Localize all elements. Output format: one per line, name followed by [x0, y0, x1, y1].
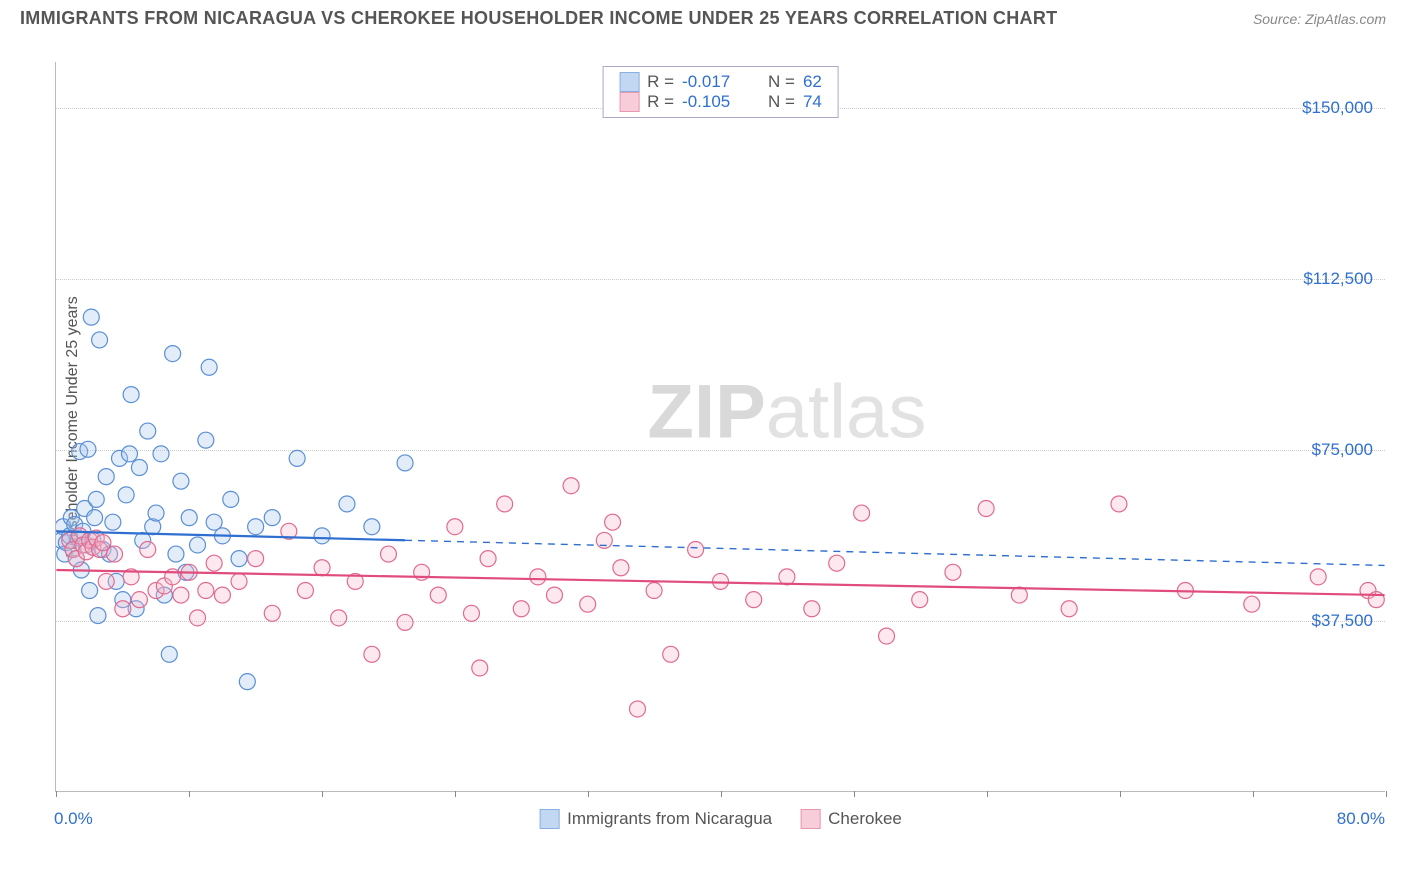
n-label: N =	[768, 72, 795, 92]
trend-line-nicaragua	[56, 531, 405, 540]
x-axis-max-label: 80.0%	[1337, 809, 1385, 829]
x-tick	[1253, 791, 1254, 797]
x-tick	[1386, 791, 1387, 797]
legend-label-nicaragua: Immigrants from Nicaragua	[567, 809, 772, 829]
x-tick	[588, 791, 589, 797]
x-tick	[1120, 791, 1121, 797]
plot-region: ZIPatlas R = -0.017 N = 62 R = -0.105 N …	[55, 62, 1385, 792]
x-tick	[854, 791, 855, 797]
chart-area: Householder Income Under 25 years ZIPatl…	[55, 62, 1385, 792]
legend-item-cherokee: Cherokee	[800, 809, 902, 829]
correlation-legend: R = -0.017 N = 62 R = -0.105 N = 74	[602, 66, 839, 118]
r-label: R =	[647, 72, 674, 92]
legend-label-cherokee: Cherokee	[828, 809, 902, 829]
legend-row-cherokee: R = -0.105 N = 74	[619, 92, 822, 112]
n-value-cherokee: 74	[803, 92, 822, 112]
trend-lines-layer	[56, 62, 1385, 791]
legend-item-nicaragua: Immigrants from Nicaragua	[539, 809, 772, 829]
trend-line-cherokee	[56, 570, 1384, 595]
chart-title: IMMIGRANTS FROM NICARAGUA VS CHEROKEE HO…	[20, 8, 1057, 29]
r-value-nicaragua: -0.017	[682, 72, 744, 92]
x-tick	[56, 791, 57, 797]
legend-row-nicaragua: R = -0.017 N = 62	[619, 72, 822, 92]
r-label: R =	[647, 92, 674, 112]
source-attribution: Source: ZipAtlas.com	[1253, 11, 1386, 27]
series-legend: Immigrants from Nicaragua Cherokee	[539, 809, 902, 829]
legend-swatch-nicaragua	[539, 809, 559, 829]
r-value-cherokee: -0.105	[682, 92, 744, 112]
n-value-nicaragua: 62	[803, 72, 822, 92]
legend-swatch-cherokee	[800, 809, 820, 829]
chart-header: IMMIGRANTS FROM NICARAGUA VS CHEROKEE HO…	[0, 0, 1406, 39]
x-tick	[322, 791, 323, 797]
x-axis-min-label: 0.0%	[54, 809, 93, 829]
source-name: ZipAtlas.com	[1305, 11, 1386, 27]
x-tick	[987, 791, 988, 797]
trend-line-extrapolated-nicaragua	[405, 540, 1385, 565]
legend-swatch-nicaragua	[619, 72, 639, 92]
n-label: N =	[768, 92, 795, 112]
x-tick	[721, 791, 722, 797]
source-prefix: Source:	[1253, 11, 1305, 27]
x-tick	[455, 791, 456, 797]
legend-swatch-cherokee	[619, 92, 639, 112]
x-tick	[189, 791, 190, 797]
